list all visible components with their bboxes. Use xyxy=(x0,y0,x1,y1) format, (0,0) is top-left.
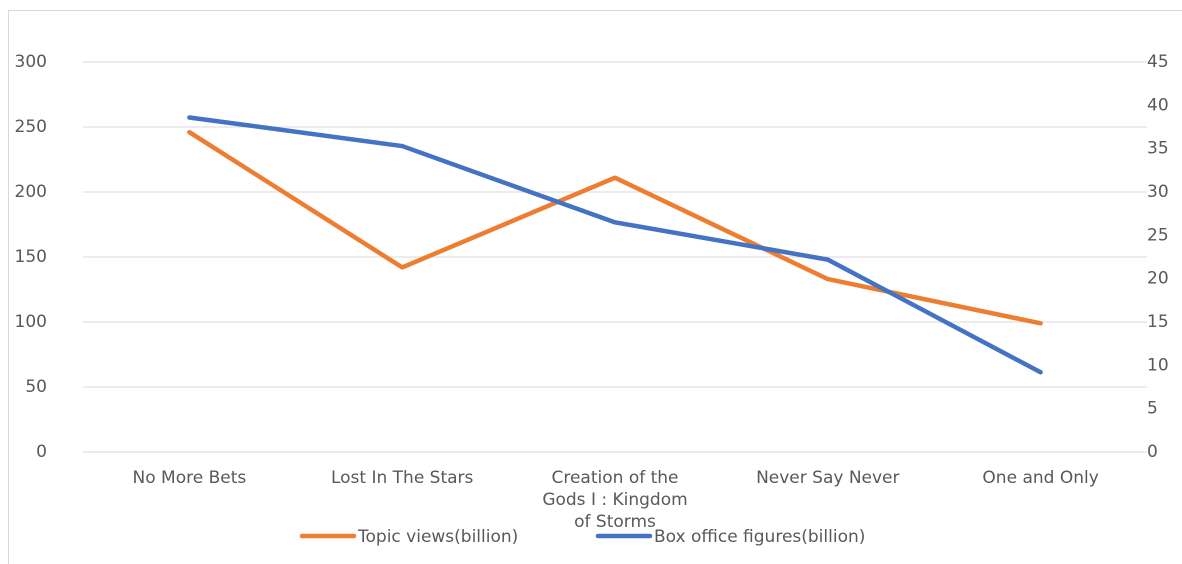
y-tick-label: 150 xyxy=(15,247,47,267)
y-tick-label: 200 xyxy=(15,182,47,202)
x-tick-label: Never Say Never xyxy=(756,468,899,488)
x-tick-label: No More Bets xyxy=(133,468,247,488)
x-tick-label: Creation of the Gods I : Kingdom of Storms xyxy=(542,468,687,532)
y2-tick-label: 45 xyxy=(1147,52,1169,72)
y-tick-label: 0 xyxy=(36,442,47,462)
y2-tick-label: 25 xyxy=(1147,225,1169,245)
y-tick-label: 300 xyxy=(15,52,47,72)
y2-tick-label: 10 xyxy=(1147,355,1169,375)
chart-frame xyxy=(8,10,1182,564)
legend-label: Topic views(billion) xyxy=(357,527,518,547)
y2-tick-label: 5 xyxy=(1147,399,1158,419)
y-tick-label: 50 xyxy=(25,377,47,397)
y2-tick-label: 35 xyxy=(1147,139,1169,159)
legend-label: Box office figures(billion) xyxy=(654,527,865,547)
line-series xyxy=(187,115,1043,375)
x-tick-label: One and Only xyxy=(982,468,1098,488)
line-series xyxy=(187,129,1043,326)
y-tick-label: 250 xyxy=(15,117,47,137)
y2-tick-label: 40 xyxy=(1147,95,1169,115)
x-tick-label: Lost In The Stars xyxy=(331,468,474,488)
y-tick-label: 100 xyxy=(15,312,47,332)
y2-tick-label: 20 xyxy=(1147,269,1169,289)
y2-tick-label: 15 xyxy=(1147,312,1169,332)
y2-tick-label: 0 xyxy=(1147,442,1158,462)
y2-tick-label: 30 xyxy=(1147,182,1169,202)
